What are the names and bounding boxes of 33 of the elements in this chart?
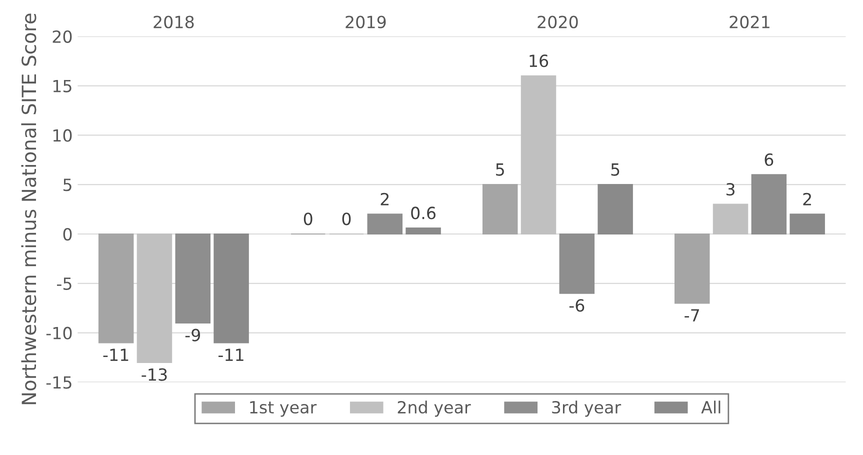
data-label: 5 [611,163,620,176]
data-label: 2 [380,192,389,206]
y-tick-label: 15 [53,80,72,92]
y-tick-label: -15 [46,376,72,389]
data-label: -6 [569,299,584,312]
y-tick-label: 0 [63,228,72,241]
data-label: -9 [185,328,200,342]
data-label: 6 [764,153,774,166]
y-tick-label: -10 [46,326,72,340]
data-label: 5 [496,163,504,176]
data-label: 0 [342,212,351,226]
y-tick-label: 10 [53,129,72,142]
legend-label: All [701,400,720,414]
data-label: -11 [103,348,128,361]
data-label: -13 [142,368,167,381]
x-tick-label: 2019 [346,16,386,28]
legend-label: 1st year [250,401,317,417]
data-label: 0 [304,212,312,226]
x-tick-label: 2018 [154,16,194,28]
y-axis-title: Northwestern minus National SITE Score [21,14,36,404]
data-label: 2 [803,192,811,206]
legend-label: 2nd year [398,400,471,417]
data-label: -7 [684,309,700,322]
x-tick-label: 2020 [538,16,578,28]
data-label: 3 [726,182,734,196]
y-tick-label: 20 [52,30,72,43]
y-tick-label: -5 [57,278,72,290]
y-tick-label: 5 [63,178,72,192]
data-label: 16 [530,54,548,68]
legend-label: 3rd year [552,400,622,417]
data-label: 0.6 [411,206,436,220]
data-label: -11 [218,348,244,361]
x-tick-label: 2021 [730,16,770,28]
